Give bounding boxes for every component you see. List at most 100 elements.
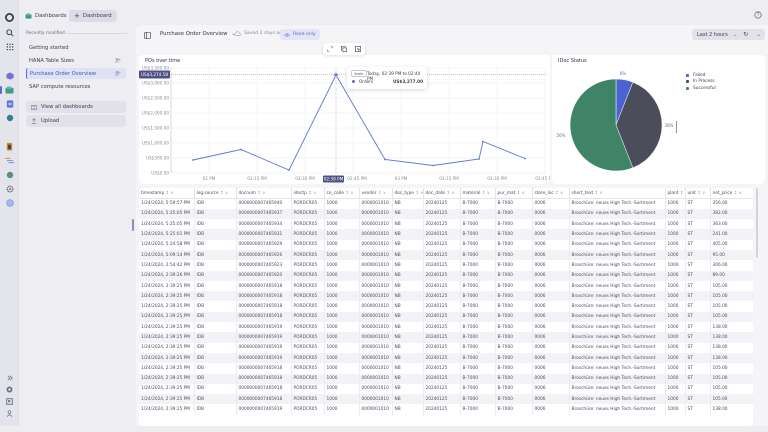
pie-chart[interactable]: 6% 38% 56% xyxy=(552,55,765,184)
sort-chevron-icon[interactable]: ↕ ∨ xyxy=(679,190,684,196)
table-row[interactable]: 1/24/2024, 2:39:25 PM IDB 0000000007465918… xyxy=(139,363,753,374)
legend-item-in-process[interactable]: In Process xyxy=(686,79,716,86)
table-row[interactable]: 1/24/2024, 2:39:25 PM IDB 0000000007465918… xyxy=(139,280,753,292)
news-icon[interactable] xyxy=(4,396,15,407)
idoc-records-table[interactable]: timestamp ↕ ∨ log.source ↕ ∨ docnum ↕ ∨ ido… xyxy=(139,188,753,426)
pos-over-time-tile[interactable]: POs over time xyxy=(139,55,550,184)
sort-chevron-icon[interactable]: ↕ ∨ xyxy=(306,190,317,196)
sort-chevron-icon[interactable]: ↕ ∨ xyxy=(218,190,229,196)
table-cell: Broschüre: neues High Tech.-Sortiment xyxy=(569,270,666,281)
table-row[interactable]: 1/24/2024, 5:24:58 PM IDB 0000000007465929… xyxy=(139,239,753,250)
refresh-options-chevron-icon[interactable]: ⌄ xyxy=(756,31,761,38)
table-row[interactable]: 1/24/2024, 2:39:25 PM IDB 0000000007465919… xyxy=(139,352,753,364)
notebooks-icon[interactable] xyxy=(4,98,15,109)
table-row[interactable]: 1/24/2024, 5:25:05 PM IDB 0000000007465937… xyxy=(139,208,753,220)
sidebar-toggle-icon[interactable] xyxy=(144,32,151,39)
column-header-pur-mat[interactable]: pur_mat ↕ ∨ xyxy=(495,188,533,199)
settings-hub-icon[interactable] xyxy=(4,112,15,123)
add-dashboard-button[interactable]: + Dashboard xyxy=(69,10,117,22)
apps-grid-icon[interactable] xyxy=(4,41,15,52)
extension-icon[interactable] xyxy=(4,169,15,180)
sidebar-item-sap-compute-resources[interactable]: SAP compute resources xyxy=(26,81,126,92)
sort-chevron-icon[interactable]: ↕ ∨ xyxy=(515,190,525,196)
sort-chevron-icon[interactable]: ↕ ∨ xyxy=(445,190,455,196)
dashboards-icon[interactable] xyxy=(4,84,15,95)
sidebar-resize-handle[interactable] xyxy=(132,219,134,231)
sort-chevron-icon[interactable]: ↕ ∨ xyxy=(480,190,490,196)
timeframe-selector[interactable]: Last 2 hours ⌄ xyxy=(692,29,743,40)
fullscreen-icon[interactable] xyxy=(327,46,333,52)
column-header-docnum[interactable]: docnum ↕ ∨ xyxy=(236,188,292,199)
sort-chevron-icon[interactable]: ↕ ∨ xyxy=(255,190,266,196)
table-cell: 1000 xyxy=(324,394,360,405)
line-chart[interactable]: US$0.00 US$500.00 US$1,000.00 US$1,500.0… xyxy=(139,55,550,184)
table-cell: 0000001010 xyxy=(359,291,393,302)
table-row[interactable]: 1/24/2024, 2:39:25 PM IDB 0000000007465919… xyxy=(139,322,753,333)
battery-icon[interactable] xyxy=(4,141,15,152)
table-row[interactable]: 1/24/2024, 2:39:25 PM IDB 0000000007465918… xyxy=(139,301,753,312)
legend-item-failed[interactable]: Failed xyxy=(686,72,716,79)
sidebar-item-purchase-order-overview[interactable]: Purchase Order Overview xyxy=(26,68,126,79)
legend-item-successful[interactable]: Successful xyxy=(686,85,716,92)
table-cell: PORDCR05 xyxy=(291,280,325,292)
table-row[interactable]: 1/24/2024, 2:39:26 PM IDB 0000000007465920… xyxy=(139,270,753,281)
sort-chevron-icon[interactable]: ↕ ∨ xyxy=(695,190,706,196)
help-circle-icon[interactable] xyxy=(4,384,15,395)
user-icon[interactable] xyxy=(4,408,15,419)
table-row[interactable]: 1/24/2024, 5:25:01 PM IDB 0000000007465931… xyxy=(139,229,753,240)
column-header-material[interactable]: material ↕ ∨ xyxy=(460,188,496,199)
column-header-doc-date[interactable]: doc_date ↕ ∨ xyxy=(423,188,461,199)
column-header-log-source[interactable]: log.source ↕ ∨ xyxy=(194,188,237,199)
table-cell: NB xyxy=(392,198,424,209)
expand-icon[interactable] xyxy=(4,372,15,383)
sort-chevron-icon[interactable]: ↕ ∨ xyxy=(164,190,174,196)
idoc-status-tile[interactable]: IDoc Status 6% 38% 56% Failed In Process… xyxy=(552,55,765,184)
column-header-co-code[interactable]: co_code ↕ ∨ xyxy=(324,188,360,199)
sort-chevron-icon[interactable]: ↕ ∨ xyxy=(593,190,603,196)
column-header-vendor[interactable]: vendor ↕ ∨ xyxy=(359,188,393,199)
upload-button[interactable]: Upload xyxy=(26,115,126,127)
table-row[interactable]: 1/24/2024, 2:39:25 PM IDB 0000000007465918… xyxy=(139,394,753,405)
open-in-app-icon[interactable] xyxy=(355,46,361,52)
sort-chevron-icon[interactable]: ↕ ∨ xyxy=(553,190,564,196)
table-row[interactable]: 1/24/2024, 2:39:25 PM IDB 0000000007465918… xyxy=(139,373,753,384)
column-header-unit[interactable]: unit ↕ ∨ xyxy=(685,188,711,199)
refresh-icon[interactable]: ↻ xyxy=(743,31,749,38)
column-header-idoctp[interactable]: idoctp ↕ ∨ xyxy=(291,188,325,199)
active-indicator xyxy=(0,86,2,94)
cube-icon[interactable] xyxy=(4,70,15,81)
sort-chevron-icon[interactable]: ↕ ∨ xyxy=(732,190,742,196)
table-row[interactable]: 1/24/2024, 2:39:25 PM IDB 0000000007465919… xyxy=(139,404,753,415)
column-header-short-text[interactable]: short_text ↕ ∨ xyxy=(569,188,666,199)
table-row[interactable]: 1/24/2024, 5:09:14 PM IDB 0000000007465926… xyxy=(139,249,753,261)
gear-icon[interactable] xyxy=(4,183,15,194)
dashboards-tab[interactable]: Dashboards xyxy=(25,10,67,22)
search-icon[interactable] xyxy=(4,27,15,38)
table-row[interactable]: 1/24/2024, 2:39:25 PM IDB 0000000007465918… xyxy=(139,291,753,302)
sidebar-item-hana-table-sizes[interactable]: HANA Table Sizes xyxy=(26,55,126,66)
table-row[interactable]: 1/24/2024, 2:39:25 PM IDB 0000000007465919… xyxy=(139,342,753,353)
sort-chevron-icon[interactable]: ↕ ∨ xyxy=(344,190,354,196)
copy-icon[interactable] xyxy=(341,46,347,52)
table-row[interactable]: 1/24/2024, 5:25:05 PM IDB 0000000007465934… xyxy=(139,219,753,230)
sidebar-item-getting-started[interactable]: Getting started xyxy=(26,42,126,53)
timeline-icon[interactable] xyxy=(4,155,15,166)
table-scrollbar[interactable] xyxy=(756,188,758,258)
dashboard-title-dropdown[interactable]: Purchase Order Overview ⌄ xyxy=(160,31,236,37)
column-header-plant[interactable]: plant ↕ ∨ xyxy=(665,188,686,199)
app-logo-icon[interactable] xyxy=(4,12,15,23)
help-icon[interactable]: ? xyxy=(754,11,762,19)
table-row[interactable]: 1/24/2024, 2:54:42 PM IDB 0000000007465923… xyxy=(139,260,753,271)
sort-chevron-icon[interactable]: ↕ ∨ xyxy=(376,190,387,196)
column-header-doc-type[interactable]: doc_type ↕ ∨ xyxy=(392,188,424,199)
sort-chevron-icon[interactable]: ↕ ∨ xyxy=(413,190,423,196)
table-row[interactable]: 1/24/2024, 2:39:25 PM IDB 0000000007465918… xyxy=(139,383,753,395)
column-header-net-price[interactable]: net_price ↕ ∨ xyxy=(710,188,753,199)
view-all-dashboards-button[interactable]: View all dashboards xyxy=(26,101,126,113)
table-row[interactable]: 1/24/2024, 2:39:25 PM IDB 0000000007465919… xyxy=(139,332,753,343)
circle-app-icon[interactable] xyxy=(4,197,15,208)
column-header-timestamp[interactable]: timestamp ↕ ∨ xyxy=(139,188,195,199)
table-row[interactable]: 1/24/2024, 5:59:57 PM IDB 0000000007465940… xyxy=(139,198,753,209)
table-row[interactable]: 1/24/2024, 2:39:25 PM IDB 0000000007465918… xyxy=(139,311,753,323)
column-header-store-loc[interactable]: store_loc ↕ ∨ xyxy=(532,188,570,199)
